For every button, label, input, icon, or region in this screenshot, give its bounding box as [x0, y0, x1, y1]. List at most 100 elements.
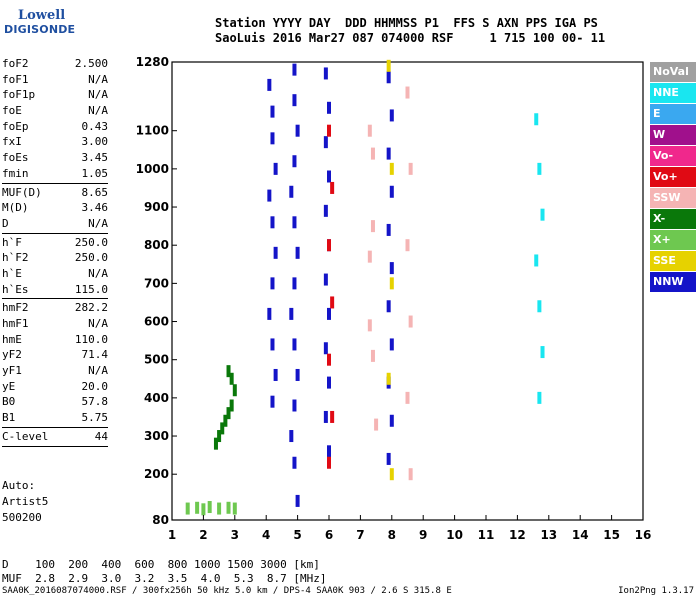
param-label: fmin [2, 166, 29, 180]
param-value: 2.500 [74, 57, 108, 70]
distance-muf-table: D 100 200 400 600 800 1000 1500 3000 [km… [2, 558, 327, 586]
echo-point [389, 277, 394, 290]
param-label: foF1p [2, 88, 36, 102]
echo-point [327, 239, 331, 252]
param-value: 57.8 [81, 395, 109, 409]
y-tick-label: 700 [144, 276, 169, 290]
param-row: h`F2 250.0 [2, 250, 108, 266]
param-value: 3.46 [81, 201, 109, 215]
echo-point [330, 410, 335, 423]
muf-row: MUF 2.8 2.9 3.0 3.2 3.5 4.0 5.3 8.7 [MHz… [2, 572, 327, 585]
echo-point [323, 410, 328, 423]
echo-point [389, 162, 394, 175]
x-tick-label: 7 [356, 528, 364, 542]
echo-point [273, 162, 278, 175]
param-label: foEs [2, 151, 29, 165]
param-value: 110.0 [74, 332, 108, 346]
echo-point [292, 399, 297, 412]
param-row: fmin 1.05 [2, 166, 108, 182]
legend-item-vo-: Vo+ [650, 167, 696, 187]
x-tick-label: 6 [325, 528, 333, 542]
y-tick-label: 200 [144, 467, 169, 481]
echo-point [534, 113, 539, 126]
legend-item-noval: NoVal [650, 62, 696, 82]
param-row: B1 5.75 [2, 410, 108, 426]
echo-point [292, 155, 297, 168]
param-row: MUF(D) 8.65 [2, 185, 108, 201]
param-row: h`Es 115.0 [2, 282, 108, 298]
echo-point [289, 430, 294, 443]
param-row: foF2 2.500 [2, 56, 108, 72]
param-row: foE N/A [2, 103, 108, 119]
echo-point [327, 170, 331, 183]
echo-point [540, 208, 545, 221]
param-label: foE [2, 104, 22, 118]
echo-point [537, 391, 542, 404]
param-row: C-level 44 [2, 429, 108, 445]
ionospheric-parameters-panel: foF2 2.500 foF1 N/A foF1p N/A foE N/A foEp 0.43 fx… [2, 56, 108, 448]
x-tick-label: 11 [478, 528, 495, 542]
echo-point [295, 368, 300, 381]
param-label: M(D) [2, 201, 29, 215]
param-row: foF1p N/A [2, 87, 108, 103]
param-row: yF1 N/A [2, 363, 108, 379]
param-value: 0.43 [81, 119, 109, 133]
param-row: yF2 71.4 [2, 347, 108, 363]
param-row: h`E N/A [2, 266, 108, 282]
echo-point [267, 307, 272, 320]
echo-point [289, 307, 294, 320]
echo-point [232, 384, 237, 397]
param-label: D [2, 216, 9, 230]
y-axis: 80 200 300 400 500 600 700 800 900 1000 1100 1280 [136, 55, 177, 527]
echo-point [330, 296, 335, 309]
echo-point [386, 223, 391, 236]
param-value: 44 [94, 429, 108, 443]
lowell-digisonde-logo: Lowell DIGISONDE [2, 4, 75, 44]
y-tick-label: 300 [144, 429, 169, 443]
echo-point [370, 147, 375, 160]
param-value: 8.65 [81, 185, 109, 199]
echo-point [267, 78, 272, 91]
y-tick-label: 1000 [136, 162, 169, 176]
param-label: h`E [2, 266, 22, 280]
param-value: 250.0 [74, 235, 108, 249]
y-tick-label: 600 [144, 315, 169, 329]
echo-point [370, 349, 375, 362]
param-label: hmE [2, 332, 22, 346]
artist-code: 500200 [2, 511, 42, 524]
param-row: foEp 0.43 [2, 119, 108, 135]
echo-point [292, 94, 297, 107]
param-label: h`F [2, 235, 22, 249]
echo-point [292, 338, 297, 351]
echo-point [295, 494, 300, 507]
echo-point [323, 136, 328, 149]
echo-point [270, 277, 275, 290]
echo-point [389, 338, 394, 351]
echo-point [327, 353, 331, 366]
param-value: 20.0 [81, 379, 109, 393]
echo-point [273, 246, 278, 259]
x-tick-label: 9 [419, 528, 427, 542]
echo-point [386, 71, 391, 84]
param-value: 71.4 [81, 348, 109, 362]
param-value: N/A [88, 216, 108, 230]
param-row: foEs 3.45 [2, 150, 108, 166]
y-tick-label: 80 [152, 513, 169, 527]
echo-point [323, 67, 328, 80]
echo-point [213, 437, 218, 450]
param-label: foF1 [2, 72, 29, 86]
echo-point [270, 132, 275, 145]
echo-point [226, 501, 231, 514]
param-separator [2, 445, 108, 447]
param-label: h`Es [2, 282, 29, 296]
x-tick-label: 4 [262, 528, 270, 542]
header-row-2: SaoLuis 2016 Mar27 087 074000 RSF 1 715 … [215, 31, 606, 45]
echo-point [217, 502, 222, 515]
echo-point [367, 250, 372, 263]
echo-point [534, 254, 539, 267]
param-label: h`F2 [2, 251, 29, 265]
param-separator [2, 232, 108, 234]
footer-info: SAA0K_2016087074000.RSF / 300fx256h 50 k… [2, 586, 698, 596]
echo-point [273, 368, 278, 381]
